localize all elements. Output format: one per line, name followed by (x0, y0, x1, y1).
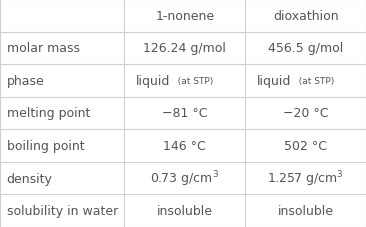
Bar (245, 130, 366, 162)
Text: molar mass: molar mass (7, 42, 79, 55)
Text: 456.5 g/mol: 456.5 g/mol (268, 42, 343, 55)
Bar (245, 97, 366, 130)
Bar (124, 0, 245, 32)
Bar (0, 130, 124, 162)
Bar (124, 97, 245, 130)
Bar (245, 195, 366, 227)
Bar (0, 162, 124, 195)
Text: density: density (7, 172, 52, 185)
Bar (245, 162, 366, 195)
Bar (245, 32, 366, 65)
Text: insoluble: insoluble (277, 204, 334, 217)
Bar (0, 195, 124, 227)
Text: boiling point: boiling point (7, 139, 84, 152)
Text: (at STP): (at STP) (293, 76, 334, 86)
Text: insoluble: insoluble (157, 204, 213, 217)
Text: liquid: liquid (257, 75, 291, 88)
Text: 1-nonene: 1-nonene (155, 10, 214, 23)
Text: −81 °C: −81 °C (162, 107, 208, 120)
Text: liquid: liquid (136, 75, 170, 88)
Bar (0, 97, 124, 130)
Bar (0, 65, 124, 97)
Text: melting point: melting point (7, 107, 90, 120)
Text: (at STP): (at STP) (172, 76, 213, 86)
Bar (124, 195, 245, 227)
Bar (0, 0, 124, 32)
Text: 126.24 g/mol: 126.24 g/mol (143, 42, 226, 55)
Bar (124, 65, 245, 97)
Text: 502 °C: 502 °C (284, 139, 327, 152)
Text: 1.257 g/cm$^3$: 1.257 g/cm$^3$ (268, 169, 344, 188)
Text: phase: phase (7, 75, 44, 88)
Text: 0.73 g/cm$^3$: 0.73 g/cm$^3$ (150, 169, 219, 188)
Bar (0, 32, 124, 65)
Text: 146 °C: 146 °C (164, 139, 206, 152)
Bar (124, 32, 245, 65)
Text: −20 °C: −20 °C (283, 107, 328, 120)
Bar (245, 65, 366, 97)
Text: solubility in water: solubility in water (7, 204, 118, 217)
Text: dioxathion: dioxathion (273, 10, 339, 23)
Bar (245, 0, 366, 32)
Bar (124, 130, 245, 162)
Bar (124, 162, 245, 195)
